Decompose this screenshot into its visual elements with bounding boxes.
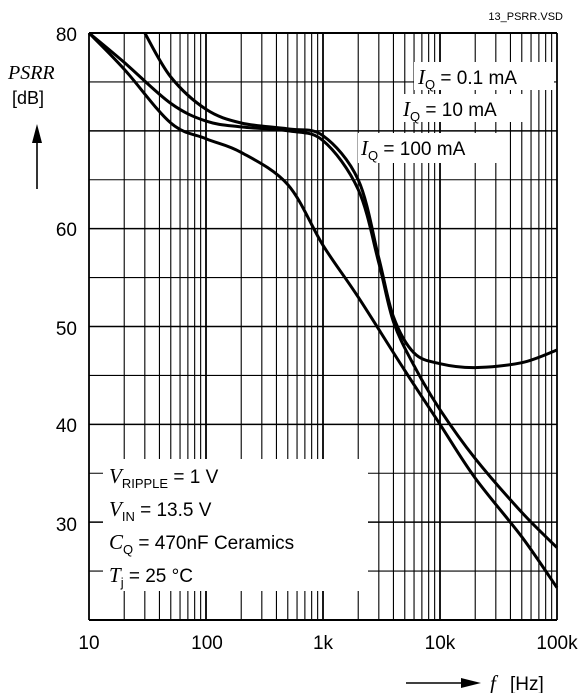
condition-ripple: VRIPPLE = 1 V — [109, 464, 219, 491]
condition-tj: Tj = 25 °C — [109, 563, 193, 590]
x-axis-symbol: f — [490, 671, 499, 693]
y-axis-arrow-head — [32, 124, 42, 143]
iq-01-label-bg — [414, 62, 554, 90]
series-line-2 — [88, 31, 559, 549]
y-tick-label-30: 30 — [56, 515, 77, 536]
y-tick-label-50: 50 — [56, 319, 77, 340]
y-axis-symbol: PSRR — [7, 62, 55, 84]
iq-10-label-bg — [400, 94, 528, 122]
y-tick-label-40: 40 — [56, 416, 77, 437]
x-tick-label-100k: 100k — [536, 633, 578, 654]
x-tick-label-1k: 1k — [313, 633, 334, 654]
condition-cq: CQ = 470nF Ceramics — [109, 530, 294, 557]
file-label: 13_PSRR.VSD — [488, 11, 563, 23]
series-line-3 — [87, 31, 559, 589]
iq-100-label: IQ = 100 mA — [360, 136, 466, 163]
x-axis-unit: [Hz] — [510, 674, 544, 693]
y-axis-unit: [dB] — [12, 88, 44, 108]
iq-01-label: IQ = 0.1 mA — [417, 65, 517, 92]
x-axis-arrow-head — [461, 678, 481, 688]
iq-10-label: IQ = 10 mA — [402, 97, 497, 124]
y-tick-label-60: 60 — [56, 220, 77, 241]
y-tick-label-80: 80 — [56, 25, 77, 46]
conditions-bg — [103, 459, 368, 591]
series-line-1 — [143, 32, 558, 370]
condition-vin: VIN = 13.5 V — [109, 497, 212, 524]
iq-100-label-bg — [358, 133, 500, 163]
series-lines — [87, 31, 559, 589]
x-tick-label-10: 10 — [78, 633, 99, 654]
x-tick-label-100: 100 — [191, 633, 223, 654]
x-tick-label-10k: 10k — [425, 633, 456, 654]
